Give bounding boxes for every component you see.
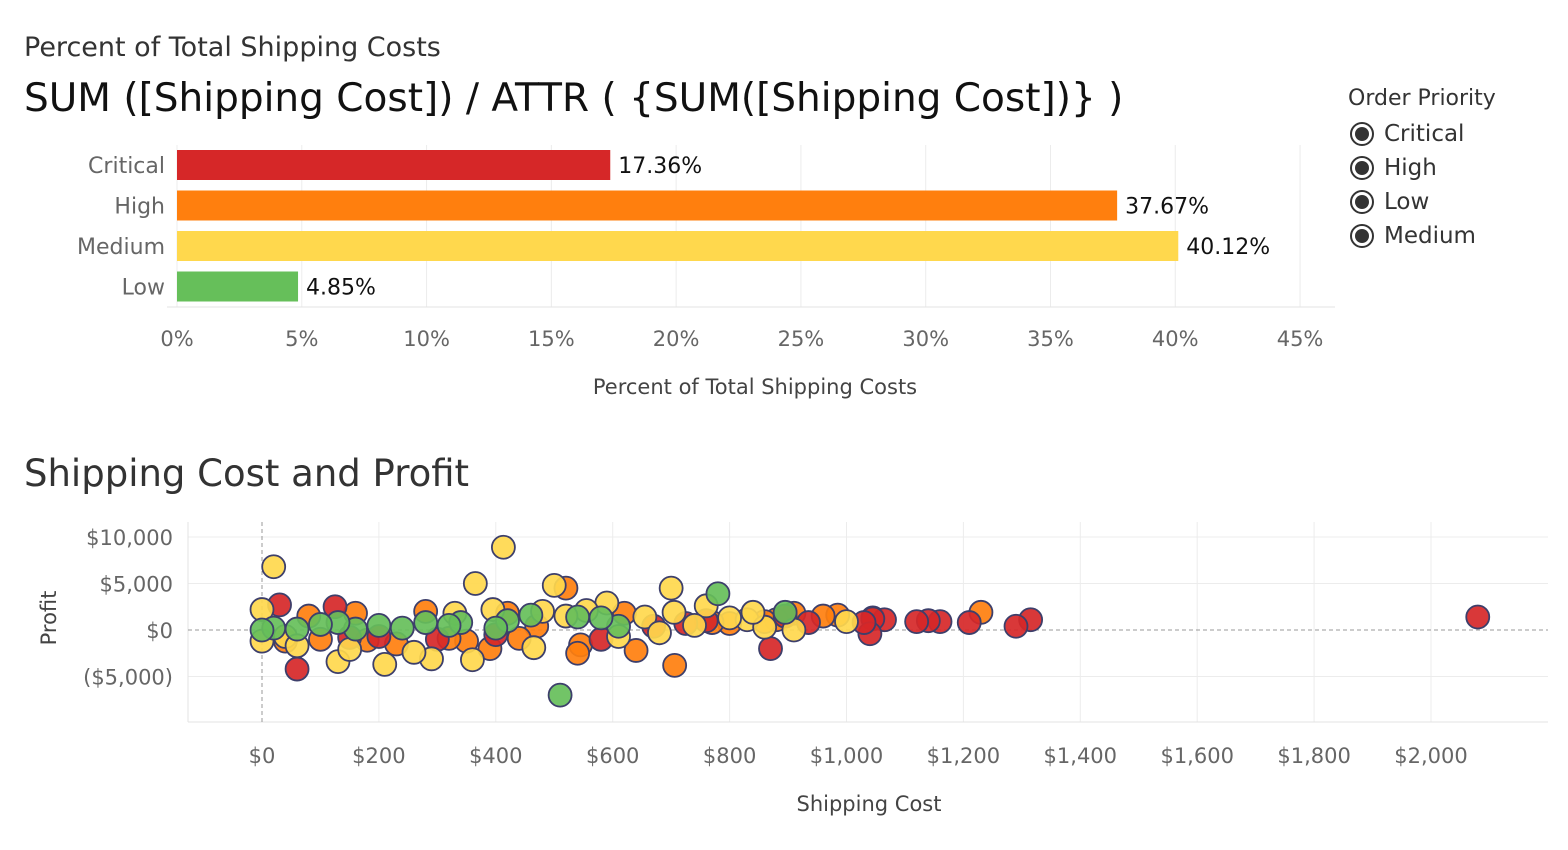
scatter-point-medium bbox=[462, 571, 488, 596]
scatter-point-critical bbox=[1003, 613, 1029, 639]
scatter-point-critical bbox=[758, 636, 783, 661]
scatter-point-low bbox=[483, 615, 509, 641]
x-tick-label: $2,000 bbox=[1394, 744, 1467, 768]
x-tick-label: 35% bbox=[1027, 327, 1074, 351]
bar-chart-title: SUM ([Shipping Cost]) / ATTR ( {SUM([Shi… bbox=[24, 76, 1124, 121]
scatter-point-low bbox=[588, 605, 614, 631]
filled-circle-icon bbox=[1350, 190, 1374, 214]
data-label: 17.36% bbox=[618, 154, 702, 179]
legend-item-high[interactable]: High bbox=[1348, 151, 1558, 185]
x-tick-label: $200 bbox=[352, 744, 405, 768]
scatter-point-low bbox=[366, 612, 392, 638]
order-priority-legend: Order Priority Critical High Low Medium bbox=[1348, 86, 1558, 253]
category-label: Low bbox=[122, 276, 165, 301]
scatter-point-medium bbox=[401, 639, 427, 665]
y-tick-label: $10,000 bbox=[86, 526, 173, 550]
data-label: 4.85% bbox=[306, 276, 376, 301]
scatter-point-medium bbox=[661, 599, 687, 625]
x-tick-label: $1,200 bbox=[927, 744, 1000, 768]
filled-circle-icon bbox=[1350, 224, 1374, 248]
x-tick-label: 30% bbox=[902, 327, 949, 351]
scatter-point-low bbox=[389, 615, 415, 641]
scatter-point-critical bbox=[1465, 604, 1491, 630]
x-tick-label: $800 bbox=[703, 744, 756, 768]
y-tick-label: ($5,000) bbox=[83, 666, 173, 690]
legend-label: Medium bbox=[1384, 223, 1476, 249]
legend-item-critical[interactable]: Critical bbox=[1348, 117, 1558, 151]
scatter-point-high bbox=[565, 640, 591, 666]
scatter-point-low bbox=[705, 581, 731, 607]
legend-title: Order Priority bbox=[1348, 86, 1496, 111]
x-tick-label: $1,600 bbox=[1160, 744, 1233, 768]
x-axis-title: Percent of Total Shipping Costs bbox=[593, 375, 917, 399]
filled-circle-icon bbox=[1350, 156, 1374, 180]
scatter-point-medium bbox=[682, 612, 707, 638]
scatter-point-low bbox=[565, 604, 591, 630]
scatter-point-medium bbox=[372, 652, 398, 677]
scatter-point-critical bbox=[956, 610, 982, 635]
bar-high bbox=[177, 190, 1118, 221]
legend-label: High bbox=[1384, 155, 1437, 181]
scatter-point-high bbox=[662, 652, 688, 678]
scatter-point-critical bbox=[284, 656, 310, 682]
bar-critical bbox=[177, 150, 611, 180]
x-tick-label: 15% bbox=[528, 327, 575, 351]
legend-label: Low bbox=[1384, 189, 1430, 215]
scatter-point-medium bbox=[521, 635, 547, 661]
x-tick-label: 5% bbox=[285, 327, 318, 351]
scatter-point-medium bbox=[717, 605, 742, 631]
scatter-point-medium bbox=[834, 609, 859, 635]
y-tick-label: $5,000 bbox=[100, 573, 173, 597]
scatter-point-medium bbox=[740, 599, 766, 625]
category-label: Medium bbox=[77, 235, 165, 260]
y-tick-label: $0 bbox=[146, 619, 173, 643]
scatter-point-high bbox=[623, 638, 649, 663]
filled-circle-icon bbox=[1350, 122, 1374, 146]
scatter-point-low bbox=[436, 612, 462, 638]
chart-subtitle: Percent of Total Shipping Costs bbox=[24, 32, 441, 63]
x-tick-label: $600 bbox=[586, 744, 639, 768]
scatter-point-medium bbox=[632, 604, 658, 630]
scatter-point-medium bbox=[541, 572, 567, 598]
x-tick-label: $1,400 bbox=[1044, 744, 1117, 768]
scatter-point-low bbox=[772, 599, 798, 625]
x-tick-label: $400 bbox=[469, 744, 522, 768]
x-tick-label: $1,000 bbox=[810, 744, 883, 768]
x-tick-label: 25% bbox=[778, 327, 825, 351]
x-tick-label: 40% bbox=[1152, 327, 1199, 351]
x-tick-label: 10% bbox=[403, 327, 450, 351]
scatter-point-low bbox=[518, 602, 544, 628]
data-label: 37.67% bbox=[1125, 195, 1209, 220]
scatter-point-medium bbox=[490, 534, 516, 560]
scatter-point-critical bbox=[904, 609, 930, 635]
bar-medium bbox=[177, 231, 1179, 261]
scatter-point-medium bbox=[658, 575, 684, 601]
scatter-point-low bbox=[547, 682, 573, 708]
x-tick-label: 45% bbox=[1277, 327, 1324, 351]
x-axis-title: Shipping Cost bbox=[797, 792, 942, 816]
x-tick-label: 20% bbox=[653, 327, 700, 351]
scatter-point-medium bbox=[337, 637, 363, 662]
x-tick-label: 0% bbox=[160, 327, 193, 351]
y-axis-title: Profit bbox=[37, 591, 61, 646]
scatter-chart-title: Shipping Cost and Profit bbox=[24, 452, 470, 495]
category-label: Critical bbox=[88, 154, 165, 179]
x-tick-label: $0 bbox=[249, 744, 276, 768]
scatter-point-low bbox=[284, 616, 310, 642]
scatter-point-low bbox=[249, 617, 275, 643]
legend-item-low[interactable]: Low bbox=[1348, 185, 1558, 219]
scatter-point-medium bbox=[261, 554, 287, 580]
bar-low bbox=[177, 271, 299, 302]
scatter-point-medium bbox=[460, 647, 485, 673]
legend-label: Critical bbox=[1384, 121, 1465, 147]
x-tick-label: $1,800 bbox=[1277, 744, 1350, 768]
category-label: High bbox=[114, 195, 165, 220]
scatter-point-medium bbox=[647, 620, 672, 646]
scatter-point-low bbox=[308, 612, 333, 637]
scatter-point-low bbox=[413, 610, 439, 635]
bar-chart: 0% 5% 10% 15% 20% 25% 30% 35% 40% 45% Critical 17.3… bbox=[77, 145, 1335, 399]
data-label: 40.12% bbox=[1186, 235, 1270, 260]
legend-item-medium[interactable]: Medium bbox=[1348, 219, 1558, 253]
